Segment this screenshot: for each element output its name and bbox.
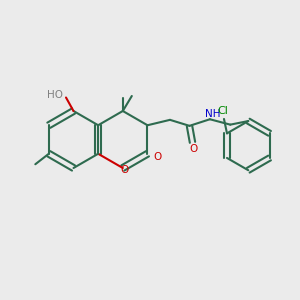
Text: O: O xyxy=(190,144,198,154)
Text: O: O xyxy=(153,152,161,162)
Text: NH: NH xyxy=(205,109,220,119)
Text: HO: HO xyxy=(46,90,63,100)
Text: Cl: Cl xyxy=(217,106,228,116)
Text: O: O xyxy=(120,165,128,176)
